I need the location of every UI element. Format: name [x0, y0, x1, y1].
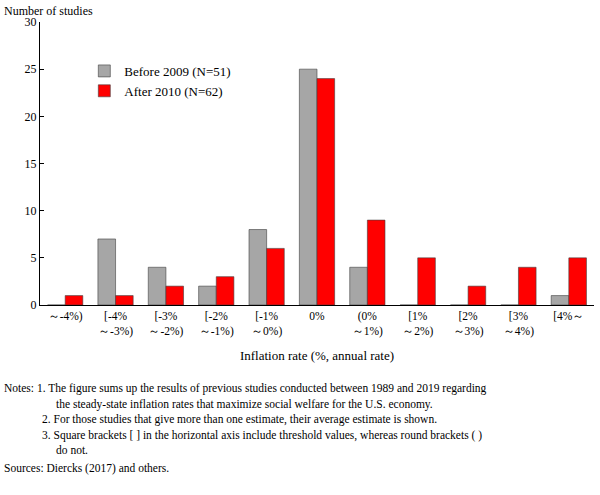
svg-text:25: 25 [25, 62, 37, 76]
svg-text:5: 5 [31, 251, 37, 265]
svg-text:[4%～: [4%～ [553, 310, 584, 322]
svg-text:[-2%～-1%): [-2%～-1%) [199, 310, 234, 338]
svg-text:(0%～1%): (0%～1%) [352, 310, 383, 338]
svg-text:Sources: Diercks (2017) and ot: Sources: Diercks (2017) and others. [4, 462, 169, 475]
svg-text:15: 15 [25, 157, 37, 171]
svg-text:30: 30 [25, 15, 37, 29]
svg-text:[3%～4%): [3%～4%) [503, 310, 534, 338]
svg-text:Notes: 1. The figure sums up t: Notes: 1. The figure sums up the results… [4, 382, 487, 395]
svg-text:[-1%～0%): [-1%～0%) [251, 310, 282, 338]
svg-text:2. For those studies that give: 2. For those studies that give more than… [42, 413, 437, 426]
svg-text:Number of studies: Number of studies [4, 4, 93, 18]
svg-text:～-4%): ～-4%) [48, 310, 83, 323]
svg-text:0%: 0% [309, 310, 325, 322]
svg-text:20: 20 [25, 110, 37, 124]
svg-text:the steady-state inflation rat: the steady-state inflation rates that ma… [56, 398, 433, 411]
svg-text:After 2010 (N=62): After 2010 (N=62) [124, 84, 222, 99]
svg-text:[1%～2%): [1%～2%) [402, 310, 433, 338]
svg-text:[2%～3%): [2%～3%) [453, 310, 484, 338]
svg-text:[-4%～-3%): [-4%～-3%) [98, 310, 133, 338]
svg-text:10: 10 [25, 204, 37, 218]
svg-text:Before 2009 (N=51): Before 2009 (N=51) [124, 64, 230, 79]
svg-text:3. Square brackets [ ] in the: 3. Square brackets [ ] in the horizontal… [42, 429, 482, 442]
svg-text:[-3%～-2%): [-3%～-2%) [148, 310, 183, 338]
svg-text:Inflation rate (%, annual rate: Inflation rate (%, annual rate) [240, 348, 394, 363]
svg-text:do not.: do not. [56, 444, 88, 456]
svg-text:0: 0 [31, 298, 37, 312]
